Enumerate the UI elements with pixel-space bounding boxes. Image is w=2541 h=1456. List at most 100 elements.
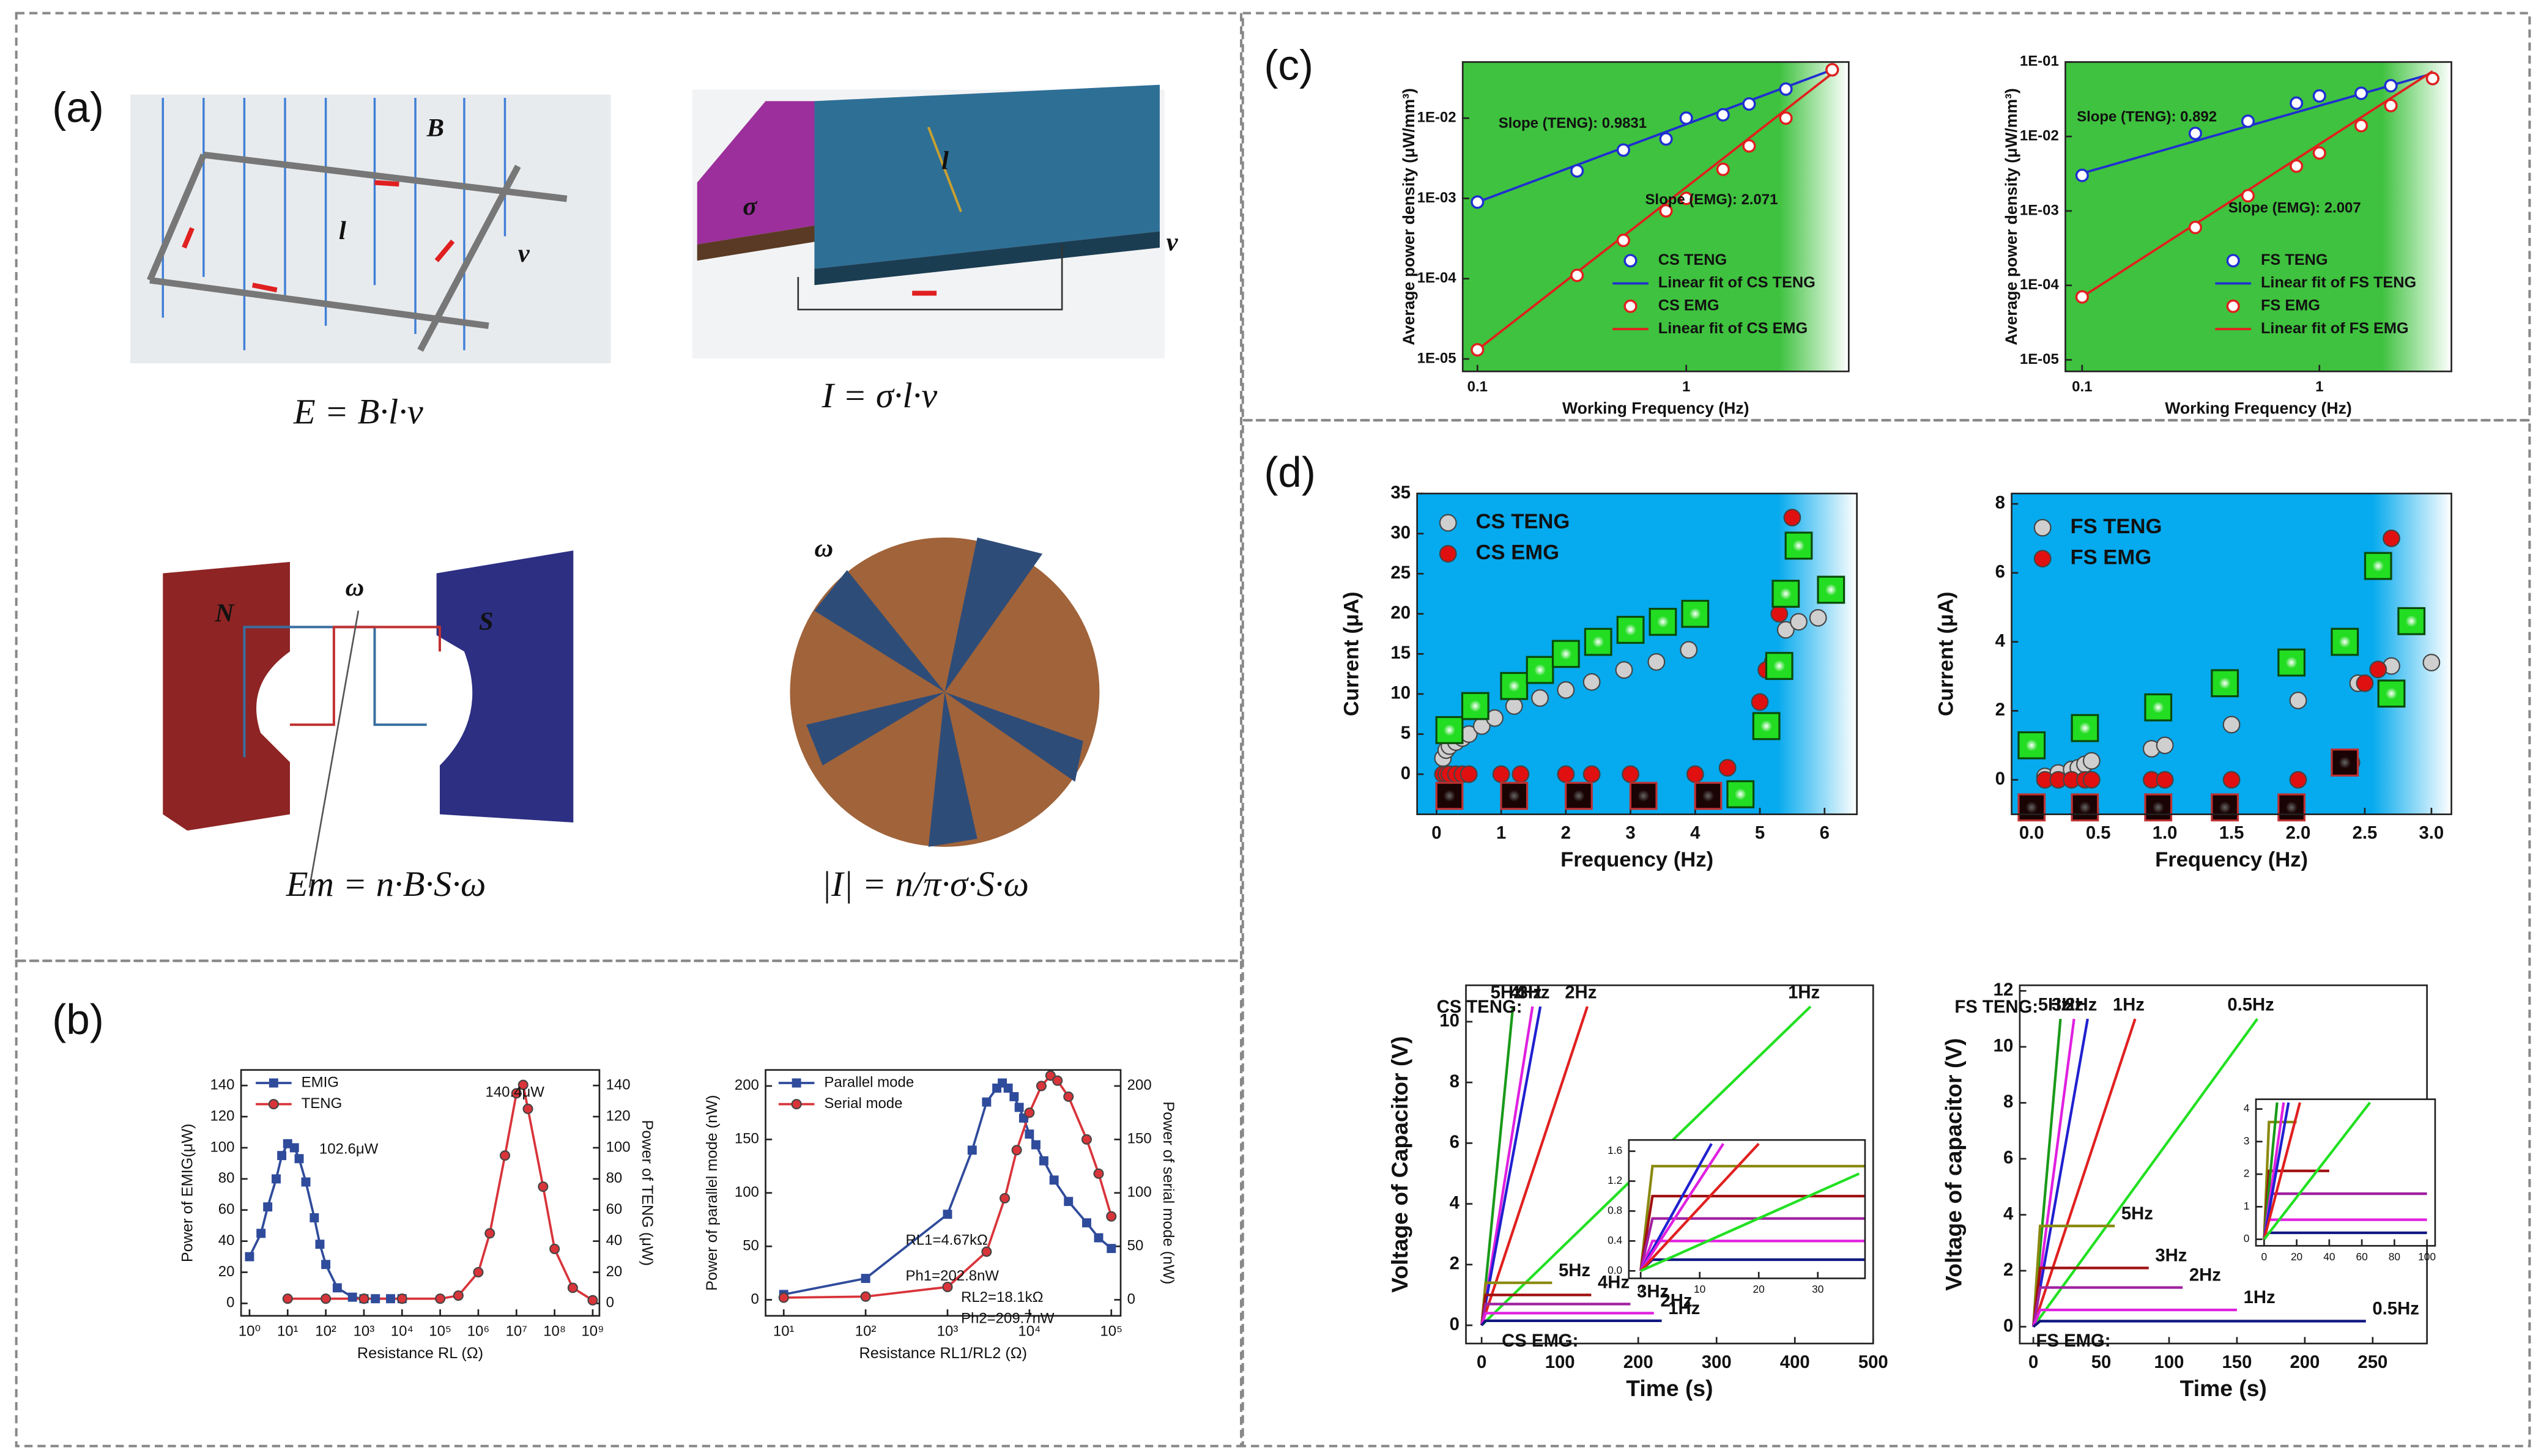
marker [1679,191,1693,205]
y2-tick-label: 80 [606,1170,623,1186]
marker [2082,770,2101,789]
marker [1681,599,1710,628]
y-tick-label: 4 [1995,630,2006,651]
y-tick-label: 0 [1450,1314,1460,1334]
marker [1659,204,1673,218]
marker [2384,79,2398,93]
marker [321,1293,332,1304]
x-tick-label: 6 [1820,823,1830,843]
y-tick-label: 2 [2003,1260,2013,1280]
x-tick-label: 10³ [937,1323,959,1339]
x-tick-label: 30 [1812,1283,1823,1295]
annotation: Slope (EMG): 2.007 [2228,199,2361,216]
x-tick-label: 80 [2389,1251,2400,1263]
marker [1779,82,1793,96]
marker [473,1267,484,1278]
series-label: 1Hz [2244,1287,2276,1307]
series-line [1640,1172,1860,1273]
y-tick-label: 2 [1450,1254,1460,1274]
y-tick-label: 25 [1390,563,1411,583]
legend-label: CS EMG [1658,297,1719,314]
x-tick-label: 250 [2357,1352,2387,1372]
marker [2075,168,2089,182]
marker [2425,72,2439,86]
legend-label: CS TENG [1658,251,1727,268]
marker [2290,159,2304,173]
x-tick-label: 200 [2290,1352,2320,1372]
y-tick-label: 4 [1450,1192,1460,1213]
x-tick-label: 100 [1545,1352,1575,1372]
annotation: Slope (TENG): 0.9831 [1499,115,1647,131]
marker [1471,342,1485,357]
x-tick-label: 2.5 [2353,823,2378,843]
x-tick-label: 10⁵ [429,1323,451,1339]
x-axis-label: Frequency (Hz) [2155,848,2308,871]
y-tick-label: 6 [1450,1132,1460,1152]
y-tick-label: 1E-03 [1417,190,1456,206]
plot-layer [2081,70,2433,298]
y-tick-label: 0.0 [1608,1264,1622,1276]
marker [538,1181,549,1192]
y-tick-label: 20 [218,1263,235,1280]
marker [1014,1103,1024,1112]
marker [1024,1107,1035,1118]
x-tick-label: 10⁵ [1100,1323,1122,1339]
marker [358,1293,369,1304]
series-line [1480,1312,1654,1326]
x-tick-label: 10³ [354,1323,375,1339]
marker [1500,782,1529,810]
x-tick-label: 1 [1496,823,1506,843]
y-tick-label: 140 [210,1076,234,1093]
series-label: 3Hz [2155,1246,2187,1266]
marker [1082,1218,1091,1228]
y-tick-label: 4 [2003,1203,2014,1224]
marker [567,1282,578,1293]
x-tick-label: 40 [2323,1251,2335,1263]
marker [1106,1211,1117,1222]
marker [1616,143,1630,157]
panel-label: (d) [1264,448,1316,496]
series-line [1639,1194,1865,1271]
plot-frame [2064,61,2452,372]
marker [1003,1083,1013,1093]
x-tick-label: 10⁴ [391,1323,414,1339]
y-tick-label: 0.4 [1608,1234,1622,1246]
y-tick-label: 0 [1995,769,2005,789]
marker [1716,108,1730,122]
y2-tick-label: 100 [1127,1184,1152,1200]
marker [549,1243,560,1254]
marker [1742,97,1756,111]
marker [263,1202,273,1212]
equation: I = σ·l·v [822,375,938,415]
y-tick-label: 1E-05 [1417,350,1456,366]
x-axis-label: Working Frequency (Hz) [1562,399,1749,418]
legend-label: Linear fit of CS EMG [1658,320,1808,337]
series-label: 3Hz [2052,995,2083,1015]
marker [2033,519,2052,537]
series-line [287,1082,593,1301]
marker [2071,793,2099,822]
equation: E = B·l·v [293,392,423,432]
x-tick-label: 400 [1780,1352,1810,1372]
marker [301,1177,311,1187]
y2-tick-label: 120 [606,1107,631,1124]
legend-label: EMIG [302,1074,339,1090]
marker [2277,648,2306,677]
legend-label: FS TENG [2070,515,2162,538]
y-tick-label: 1.6 [1608,1144,1622,1156]
y-tick-label: 100 [735,1184,759,1200]
marker [2384,98,2398,113]
x-tick-label: 10⁷ [506,1323,527,1339]
series-line [1639,1217,1865,1271]
series-line [1480,1006,1515,1326]
marker [2354,119,2369,133]
marker [1093,1168,1104,1179]
y-tick-label: 5 [1401,723,1411,743]
panel-b-border [15,959,1243,1447]
series-label: 0.5Hz [2227,995,2274,1015]
marker [981,1246,992,1257]
panel-label: (b) [52,996,104,1043]
marker [2017,731,2046,759]
y-tick-label: 1E-04 [1417,270,1457,286]
marker [2312,89,2326,103]
